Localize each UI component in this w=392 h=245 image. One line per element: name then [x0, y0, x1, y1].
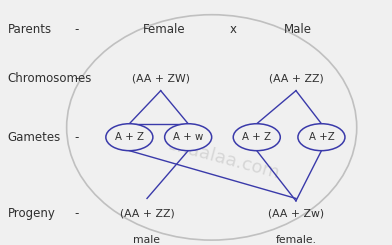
Text: shaalaa.com: shaalaa.com — [166, 136, 281, 183]
Text: (AA + Zw): (AA + Zw) — [268, 208, 324, 218]
Text: (AA + ZZ): (AA + ZZ) — [120, 208, 174, 218]
Text: Progeny: Progeny — [8, 207, 56, 220]
Text: male: male — [134, 235, 160, 245]
Text: Male: Male — [284, 23, 312, 36]
Text: -: - — [74, 23, 79, 36]
Ellipse shape — [298, 124, 345, 151]
Text: x: x — [230, 23, 237, 36]
Text: Gametes: Gametes — [8, 131, 61, 144]
Ellipse shape — [233, 124, 280, 151]
Text: A + w: A + w — [173, 132, 203, 142]
Text: Female: Female — [143, 23, 186, 36]
Text: -: - — [74, 72, 79, 85]
Text: A + Z: A + Z — [242, 132, 271, 142]
Text: A +Z: A +Z — [309, 132, 334, 142]
Text: A + Z: A + Z — [115, 132, 144, 142]
Text: Chromosomes: Chromosomes — [8, 72, 92, 85]
Text: Parents: Parents — [8, 23, 52, 36]
Text: female.: female. — [276, 235, 316, 245]
Text: -: - — [74, 131, 79, 144]
Ellipse shape — [106, 124, 153, 151]
Text: (AA + ZW): (AA + ZW) — [132, 74, 190, 83]
Text: -: - — [74, 207, 79, 220]
Text: (AA + ZZ): (AA + ZZ) — [269, 74, 323, 83]
Ellipse shape — [165, 124, 212, 151]
